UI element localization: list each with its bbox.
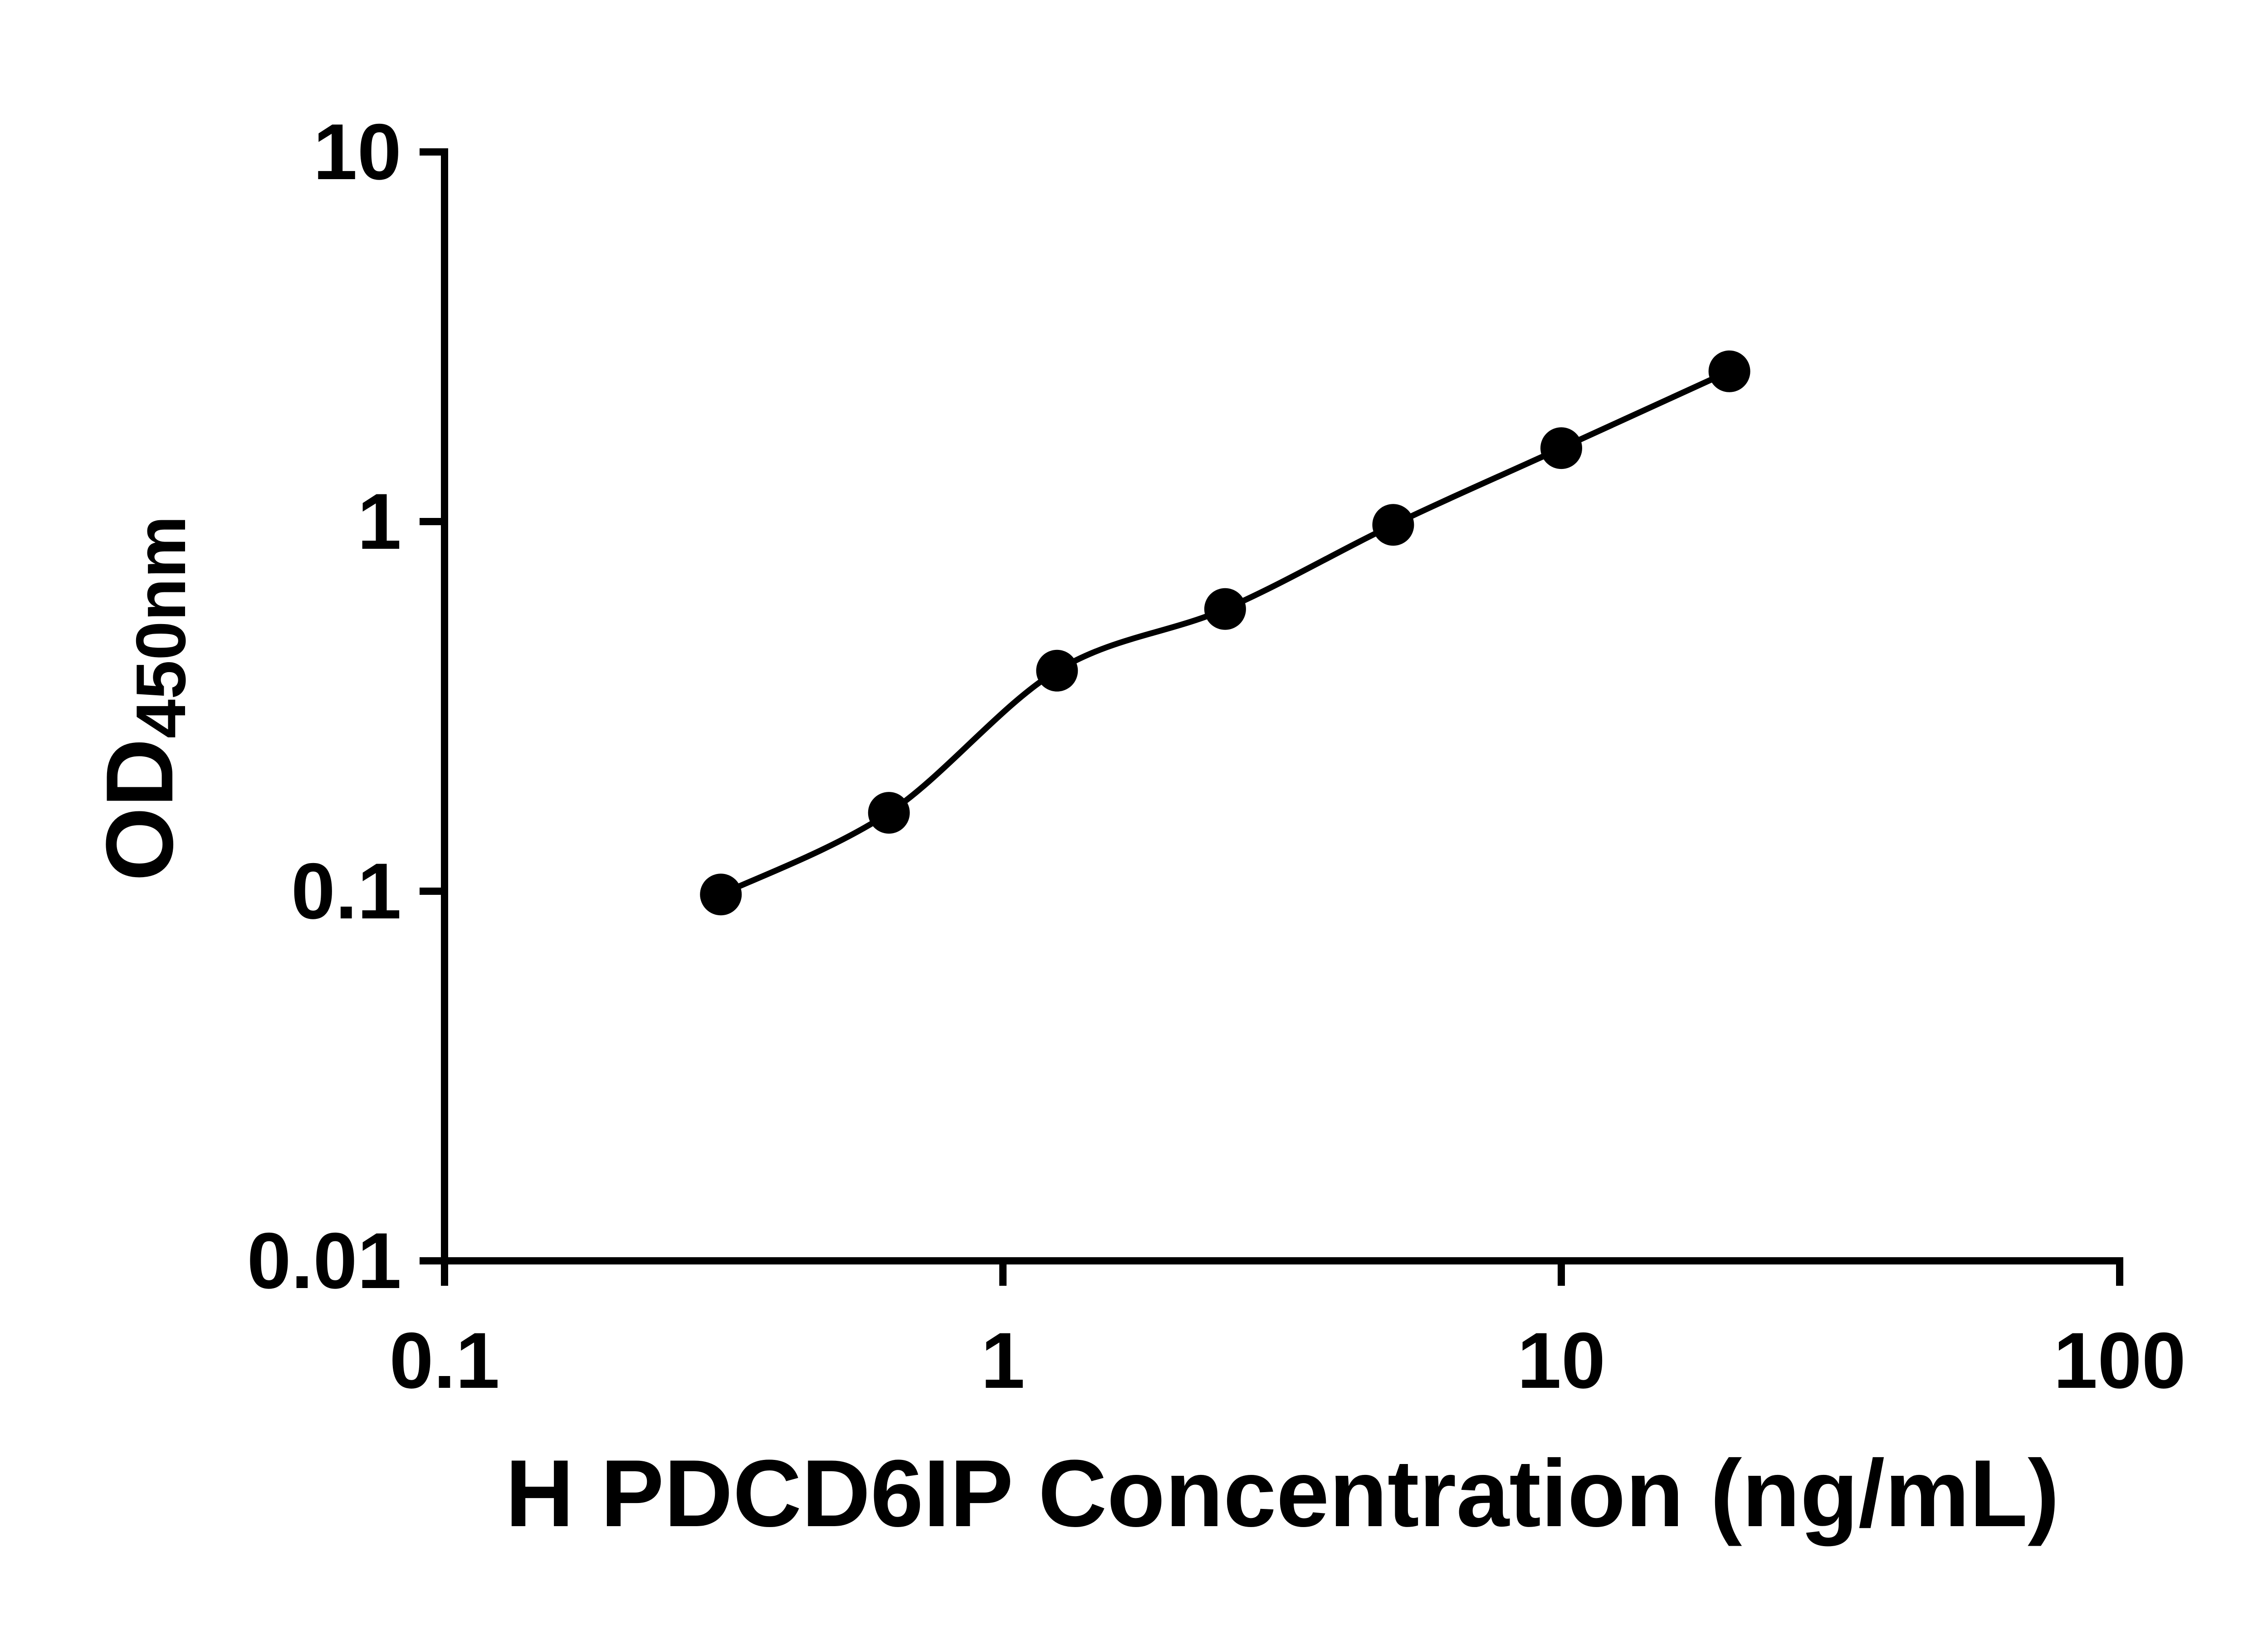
x-tick-label: 1 bbox=[981, 1317, 1025, 1405]
data-point bbox=[1204, 588, 1246, 630]
y-axis-title: OD450nm bbox=[86, 516, 200, 881]
data-series bbox=[700, 350, 1750, 916]
data-point bbox=[868, 792, 910, 834]
data-point bbox=[1372, 504, 1414, 546]
y-tick-label: 0.01 bbox=[247, 1217, 401, 1305]
data-point bbox=[1540, 427, 1582, 469]
y-tick-label: 1 bbox=[357, 478, 401, 566]
x-tick-label: 100 bbox=[2053, 1317, 2186, 1405]
data-point bbox=[700, 874, 742, 916]
x-axis: 0.1 1 10 100 bbox=[389, 1257, 2186, 1405]
x-tick-label: 10 bbox=[1517, 1317, 1606, 1405]
y-tick-label: 0.1 bbox=[291, 847, 401, 936]
data-point bbox=[1036, 649, 1078, 692]
y-axis-title-main: OD bbox=[86, 738, 193, 881]
x-tick-label: 0.1 bbox=[389, 1317, 499, 1405]
y-axis-title-subscript: 450nm bbox=[122, 516, 200, 738]
y-tick-label: 10 bbox=[313, 108, 401, 196]
x-axis-title: H PDCD6IP Concentration (ng/mL) bbox=[505, 1440, 2059, 1547]
data-point bbox=[1708, 350, 1750, 392]
y-axis: 0.01 0.1 1 10 bbox=[247, 108, 448, 1305]
